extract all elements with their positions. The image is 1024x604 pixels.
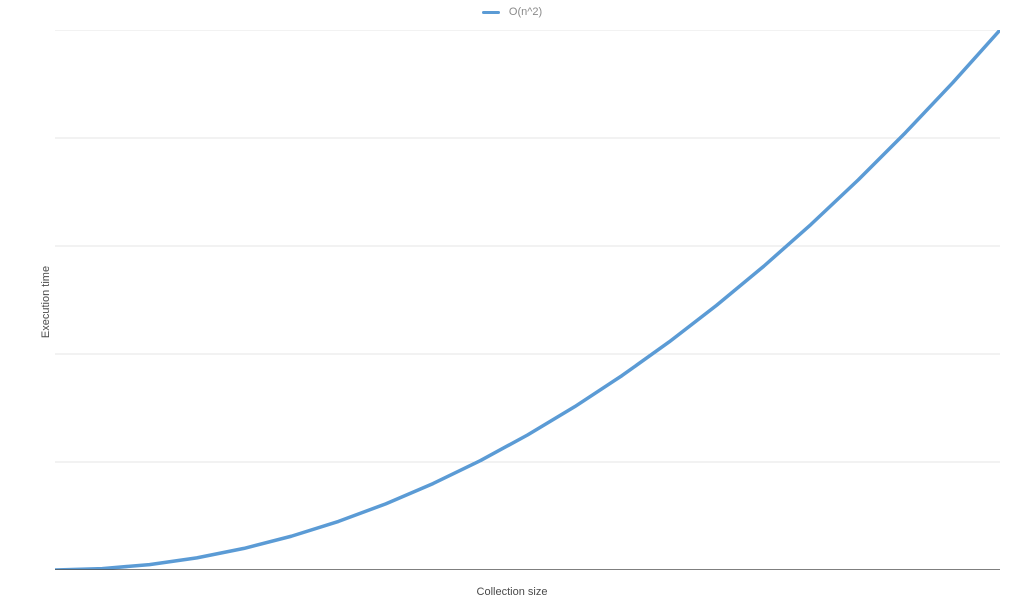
- legend-series-label: O(n^2): [509, 6, 542, 18]
- x-axis-label: Collection size: [0, 586, 1024, 598]
- chart-container: O(n^2) Execution time Collection size: [0, 0, 1024, 604]
- chart-legend: O(n^2): [0, 6, 1024, 18]
- legend-swatch-icon: [482, 11, 500, 14]
- y-axis-label: Execution time: [40, 266, 52, 338]
- gridlines-group: [55, 30, 1000, 570]
- series-line: [55, 30, 1000, 570]
- chart-svg: [55, 30, 1000, 570]
- series-group: [55, 30, 1000, 570]
- plot-area: [55, 30, 1000, 570]
